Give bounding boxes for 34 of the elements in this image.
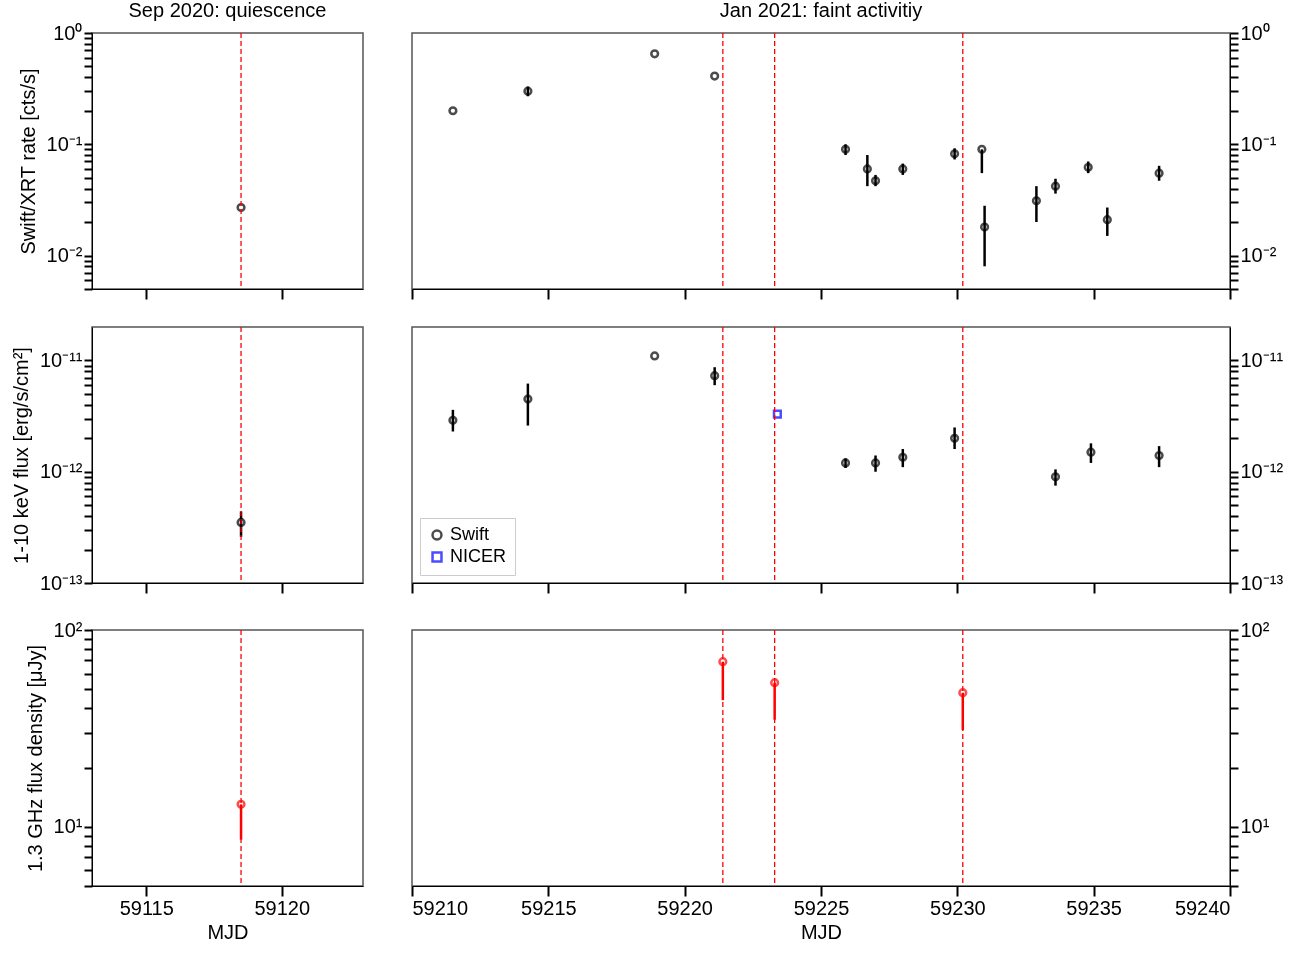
x-tick-label: 59235 xyxy=(1066,896,1122,919)
x-tick-label: 59120 xyxy=(254,896,311,919)
y-axis-title: 1-10 keV flux [erg/s/cm²] xyxy=(9,347,32,564)
y2-tick-label: 10⁻¹ xyxy=(1240,132,1277,155)
chart-title: Jan 2021: faint activitiy xyxy=(719,0,923,21)
y2-tick-label: 10⁻¹² xyxy=(1240,460,1284,483)
y2-tick-label: 10⁻² xyxy=(1240,244,1277,267)
y-tick-label: 10⁻¹ xyxy=(46,132,83,155)
y-tick-label: 10⁰ xyxy=(53,21,83,44)
x-tick-label: 59225 xyxy=(793,896,850,919)
x-tick-label: 59230 xyxy=(930,896,986,919)
y2-tick-label: 10⁰ xyxy=(1240,21,1270,44)
x-axis-title: MJD xyxy=(207,920,249,943)
x-tick-label: 59240 xyxy=(1174,896,1231,919)
y-tick-label: 10⁻¹³ xyxy=(39,571,83,594)
y2-tick-label: 10⁻¹³ xyxy=(1240,571,1284,594)
x-axis-title: MJD xyxy=(800,920,843,943)
y2-tick-label: 10¹ xyxy=(1240,815,1270,838)
y-axis-title: Swift/XRT rate [cts/s] xyxy=(16,68,39,255)
x-tick-label: 59210 xyxy=(412,896,469,919)
y-axis-title: 1.3 GHz flux density [μJy] xyxy=(23,644,46,873)
x-tick-label: 59220 xyxy=(657,896,713,919)
y-tick-label: 10⁻² xyxy=(46,244,83,267)
y-tick-label: 10⁻¹¹ xyxy=(39,348,83,371)
x-tick-label: 59115 xyxy=(119,896,174,919)
y-tick-label: 10⁻¹² xyxy=(39,460,83,483)
y2-tick-label: 10⁻¹¹ xyxy=(1240,348,1284,371)
legend-label: NICER xyxy=(450,546,507,566)
y2-tick-label: 10² xyxy=(1240,618,1270,641)
y-tick-label: 10¹ xyxy=(53,815,83,838)
y-tick-label: 10² xyxy=(53,618,83,641)
x-tick-label: 59215 xyxy=(521,896,577,919)
chart-title: Sep 2020: quiescence xyxy=(128,0,327,21)
legend-label: Swift xyxy=(450,524,490,544)
